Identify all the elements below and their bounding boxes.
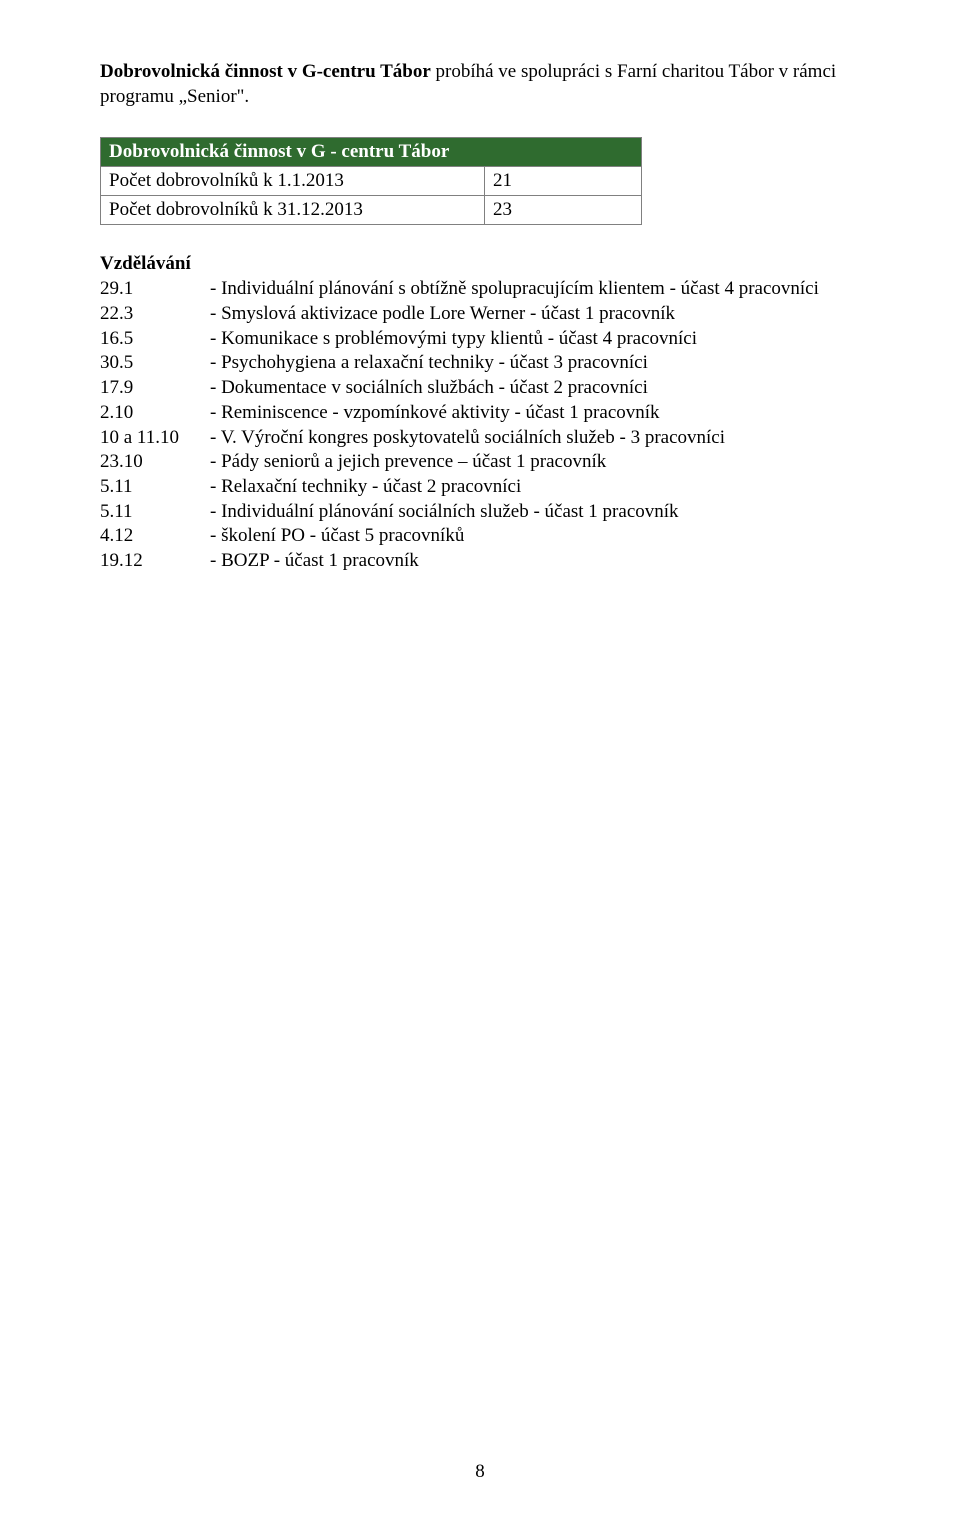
training-line: 16.5 - Komunikace s problémovými typy kl…: [100, 327, 860, 352]
training-date: 5.11: [100, 500, 210, 525]
training-desc: - Individuální plánování s obtížně spolu…: [210, 277, 860, 302]
training-date: 23.10: [100, 450, 210, 475]
training-date: 16.5: [100, 327, 210, 352]
training-date: 17.9: [100, 376, 210, 401]
training-date: 4.12: [100, 524, 210, 549]
page: Dobrovolnická činnost v G-centru Tábor p…: [0, 0, 960, 1523]
table-cell-value: 23: [485, 196, 641, 224]
training-date: 19.12: [100, 549, 210, 574]
training-line: 23.10 - Pády seniorů a jejich prevence –…: [100, 450, 860, 475]
training-date: 2.10: [100, 401, 210, 426]
table-header: Dobrovolnická činnost v G - centru Tábor: [101, 138, 641, 167]
training-list: 29.1 - Individuální plánování s obtížně …: [100, 277, 860, 573]
table-cell-value: 21: [485, 167, 641, 196]
intro-bold: Dobrovolnická činnost v G-centru Tábor: [100, 61, 431, 82]
training-date: 22.3: [100, 302, 210, 327]
training-desc: - školení PO - účast 5 pracovníků: [210, 524, 860, 549]
training-line: 17.9 - Dokumentace v sociálních službách…: [100, 376, 860, 401]
training-date: 29.1: [100, 277, 210, 302]
training-desc: - Smyslová aktivizace podle Lore Werner …: [210, 302, 860, 327]
training-date: 10 a 11.10: [100, 426, 210, 451]
training-line: 2.10 - Reminiscence - vzpomínkové aktivi…: [100, 401, 860, 426]
page-number: 8: [0, 1461, 960, 1483]
intro-paragraph: Dobrovolnická činnost v G-centru Tábor p…: [100, 60, 860, 109]
training-desc: - Dokumentace v sociálních službách - úč…: [210, 376, 860, 401]
training-line: 30.5 - Psychohygiena a relaxační technik…: [100, 351, 860, 376]
training-line: 22.3 - Smyslová aktivizace podle Lore We…: [100, 302, 860, 327]
training-desc: - Reminiscence - vzpomínkové aktivity - …: [210, 401, 860, 426]
training-date: 5.11: [100, 475, 210, 500]
training-line: 10 a 11.10 - V. Výroční kongres poskytov…: [100, 426, 860, 451]
training-line: 5.11 - Relaxační techniky - účast 2 prac…: [100, 475, 860, 500]
training-desc: - Pády seniorů a jejich prevence – účast…: [210, 450, 860, 475]
training-desc: - Individuální plánování sociálních služ…: [210, 500, 860, 525]
table-cell-label: Počet dobrovolníků k 31.12.2013: [101, 196, 485, 224]
training-line: 19.12 - BOZP - účast 1 pracovník: [100, 549, 860, 574]
training-desc: - BOZP - účast 1 pracovník: [210, 549, 860, 574]
training-line: 5.11 - Individuální plánování sociálních…: [100, 500, 860, 525]
table-row: Počet dobrovolníků k 31.12.2013 23: [101, 196, 641, 224]
training-section-title: Vzdělávání: [100, 253, 860, 275]
training-line: 4.12 - školení PO - účast 5 pracovníků: [100, 524, 860, 549]
training-desc: - Komunikace s problémovými typy klientů…: [210, 327, 860, 352]
training-desc: - V. Výroční kongres poskytovatelů sociá…: [210, 426, 860, 451]
volunteer-table: Dobrovolnická činnost v G - centru Tábor…: [100, 137, 642, 225]
training-desc: - Psychohygiena a relaxační techniky - ú…: [210, 351, 860, 376]
training-line: 29.1 - Individuální plánování s obtížně …: [100, 277, 860, 302]
table-cell-label: Počet dobrovolníků k 1.1.2013: [101, 167, 485, 196]
table-row: Počet dobrovolníků k 1.1.2013 21: [101, 167, 641, 196]
training-date: 30.5: [100, 351, 210, 376]
training-desc: - Relaxační techniky - účast 2 pracovníc…: [210, 475, 860, 500]
